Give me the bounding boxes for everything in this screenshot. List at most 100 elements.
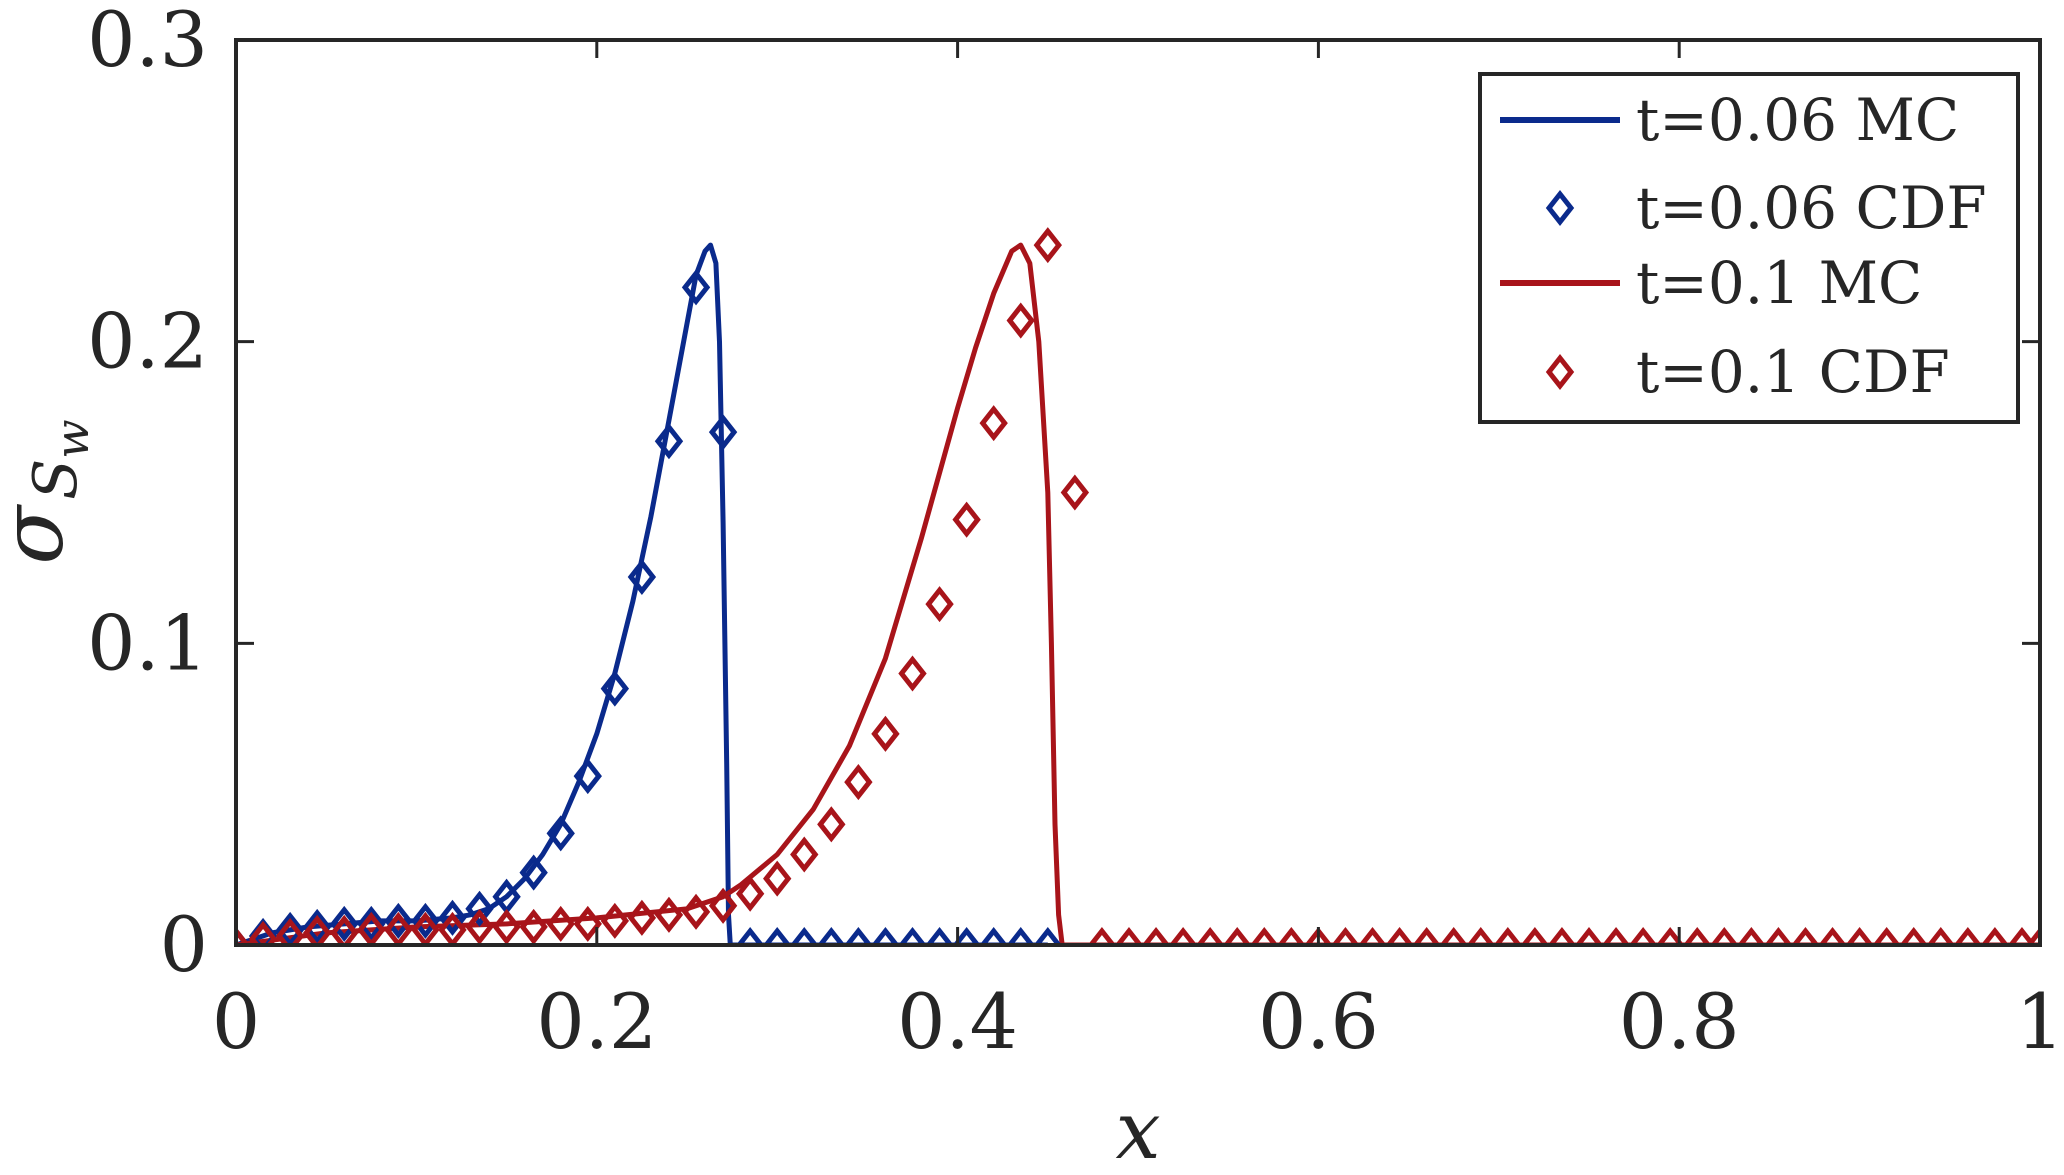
series-2-marker xyxy=(330,905,359,942)
y-axis-title-main: σ xyxy=(0,504,83,565)
series-4-marker xyxy=(1060,474,1090,511)
series-2-marker xyxy=(654,423,684,460)
series-4-marker xyxy=(303,914,332,945)
legend-label-series-4: t=0.1 CDF xyxy=(1636,338,1950,406)
plot-frame xyxy=(234,38,2042,947)
series-4-marker xyxy=(236,926,251,945)
series-4-marker xyxy=(1683,926,1712,945)
series-4-marker xyxy=(519,908,548,945)
y-axis-title-subsub: w xyxy=(45,419,99,458)
series-4-marker xyxy=(1006,302,1035,339)
series-2-marker xyxy=(817,926,846,945)
series-4-marker xyxy=(979,405,1008,442)
series-4-marker xyxy=(1223,926,1252,945)
series-4-marker xyxy=(1331,926,1360,945)
series-4-marker xyxy=(898,655,927,692)
series-4-marker xyxy=(844,764,873,801)
legend-label-series-1: t=0.06 MC xyxy=(1636,86,1959,154)
series-4-marker xyxy=(1304,926,1333,945)
series-4-marker xyxy=(1087,926,1117,945)
series-4-marker xyxy=(735,875,765,912)
y-tick-label: 0.3 xyxy=(87,0,208,84)
series-4-marker xyxy=(1114,926,1144,945)
series-4-marker xyxy=(1764,926,1793,945)
y-tick-label: 0 xyxy=(160,900,208,989)
series-4-marker xyxy=(465,908,494,945)
series-2-marker xyxy=(465,890,494,927)
y-axis-title-sub: S xyxy=(21,459,91,500)
series-line-1 xyxy=(236,242,1048,945)
series-4-marker xyxy=(1439,926,1468,945)
x-tick-label: 0.4 xyxy=(897,977,1018,1066)
series-4-marker xyxy=(627,899,657,936)
labels-layer: 0 0.2 0.4 0.6 0.8 1 0 0.1 0.2 0.3 xyxy=(87,0,2064,1066)
series-4-marker xyxy=(1574,926,1604,945)
series-4-marker xyxy=(1980,926,2010,945)
legend-box xyxy=(1478,72,2020,424)
series-2-marker xyxy=(303,908,332,945)
series-4-marker xyxy=(1033,227,1062,264)
series-4-marker xyxy=(925,586,954,623)
series-4-marker xyxy=(1791,926,1820,945)
series-4-marker xyxy=(654,896,684,933)
x-axis-title: x xyxy=(1115,1084,1160,1175)
series-4-marker xyxy=(1656,926,1685,945)
series-4-marker xyxy=(573,905,602,942)
series-4-marker xyxy=(546,905,575,942)
series-4-marker xyxy=(1710,926,1739,945)
series-2-marker xyxy=(871,926,900,945)
legend: t=0.06 MC t=0.06 CDF t=0.1 MC t=0.1 CDF xyxy=(1478,72,2020,424)
series-2-marker xyxy=(384,902,413,939)
x-tick-label: 0.8 xyxy=(1619,977,1740,1066)
series-4-marker xyxy=(1466,926,1495,945)
series-4-marker xyxy=(1141,926,1171,945)
x-tick-label: 0 xyxy=(212,977,260,1066)
series-4-marker xyxy=(1926,926,1955,945)
series-4-marker xyxy=(248,920,278,945)
y-tick-label: 0.1 xyxy=(87,598,208,687)
series-2-marker xyxy=(627,558,657,596)
series-2-marker xyxy=(925,926,954,945)
series-4-marker xyxy=(1953,926,1983,945)
series-4-marker xyxy=(1872,926,1901,945)
series-2-marker xyxy=(898,926,927,945)
series-4-marker xyxy=(1385,926,1414,945)
svg-text:σSw: σSw xyxy=(0,419,99,564)
legend-label-series-2: t=0.06 CDF xyxy=(1636,174,1987,242)
series-4-marker xyxy=(1195,926,1225,945)
legend-label-series-3: t=0.1 MC xyxy=(1636,249,1922,317)
series-2-marker xyxy=(708,414,738,451)
series-2-marker xyxy=(600,670,630,707)
series-2-marker xyxy=(681,269,711,306)
x-tick-label: 1 xyxy=(2016,977,2064,1066)
series-4-marker xyxy=(2025,926,2040,945)
series-2-marker xyxy=(790,926,819,945)
series-4-marker xyxy=(1412,926,1441,945)
y-tick-label: 0.2 xyxy=(87,297,208,386)
y-axis-title: σSw xyxy=(0,419,99,564)
series-4-marker xyxy=(1250,926,1279,945)
series-2-marker xyxy=(519,854,548,891)
series-4-marker xyxy=(871,715,900,752)
series-4-marker xyxy=(330,914,359,945)
series-2-marker xyxy=(735,926,765,945)
series-4-marker xyxy=(1601,926,1631,945)
legend-swatch-series-2 xyxy=(1545,189,1575,227)
legend-swatch-series-4 xyxy=(1545,353,1575,391)
series-4-marker xyxy=(817,806,846,843)
series-4-marker xyxy=(1520,926,1550,945)
series-4-marker xyxy=(1358,926,1387,945)
series-4-marker xyxy=(492,908,521,945)
x-tick-label: 0.2 xyxy=(536,977,657,1066)
series-4-marker xyxy=(275,917,305,945)
series-4-marker xyxy=(708,887,738,924)
series-2-marker xyxy=(357,905,386,942)
series-4-marker xyxy=(1628,926,1658,945)
series-4-marker xyxy=(1168,926,1198,945)
series-4-marker xyxy=(1277,926,1306,945)
series-4-marker xyxy=(1547,926,1577,945)
series-4-marker xyxy=(763,860,792,897)
series-2-marker xyxy=(546,815,575,852)
series-4-marker xyxy=(1737,926,1766,945)
